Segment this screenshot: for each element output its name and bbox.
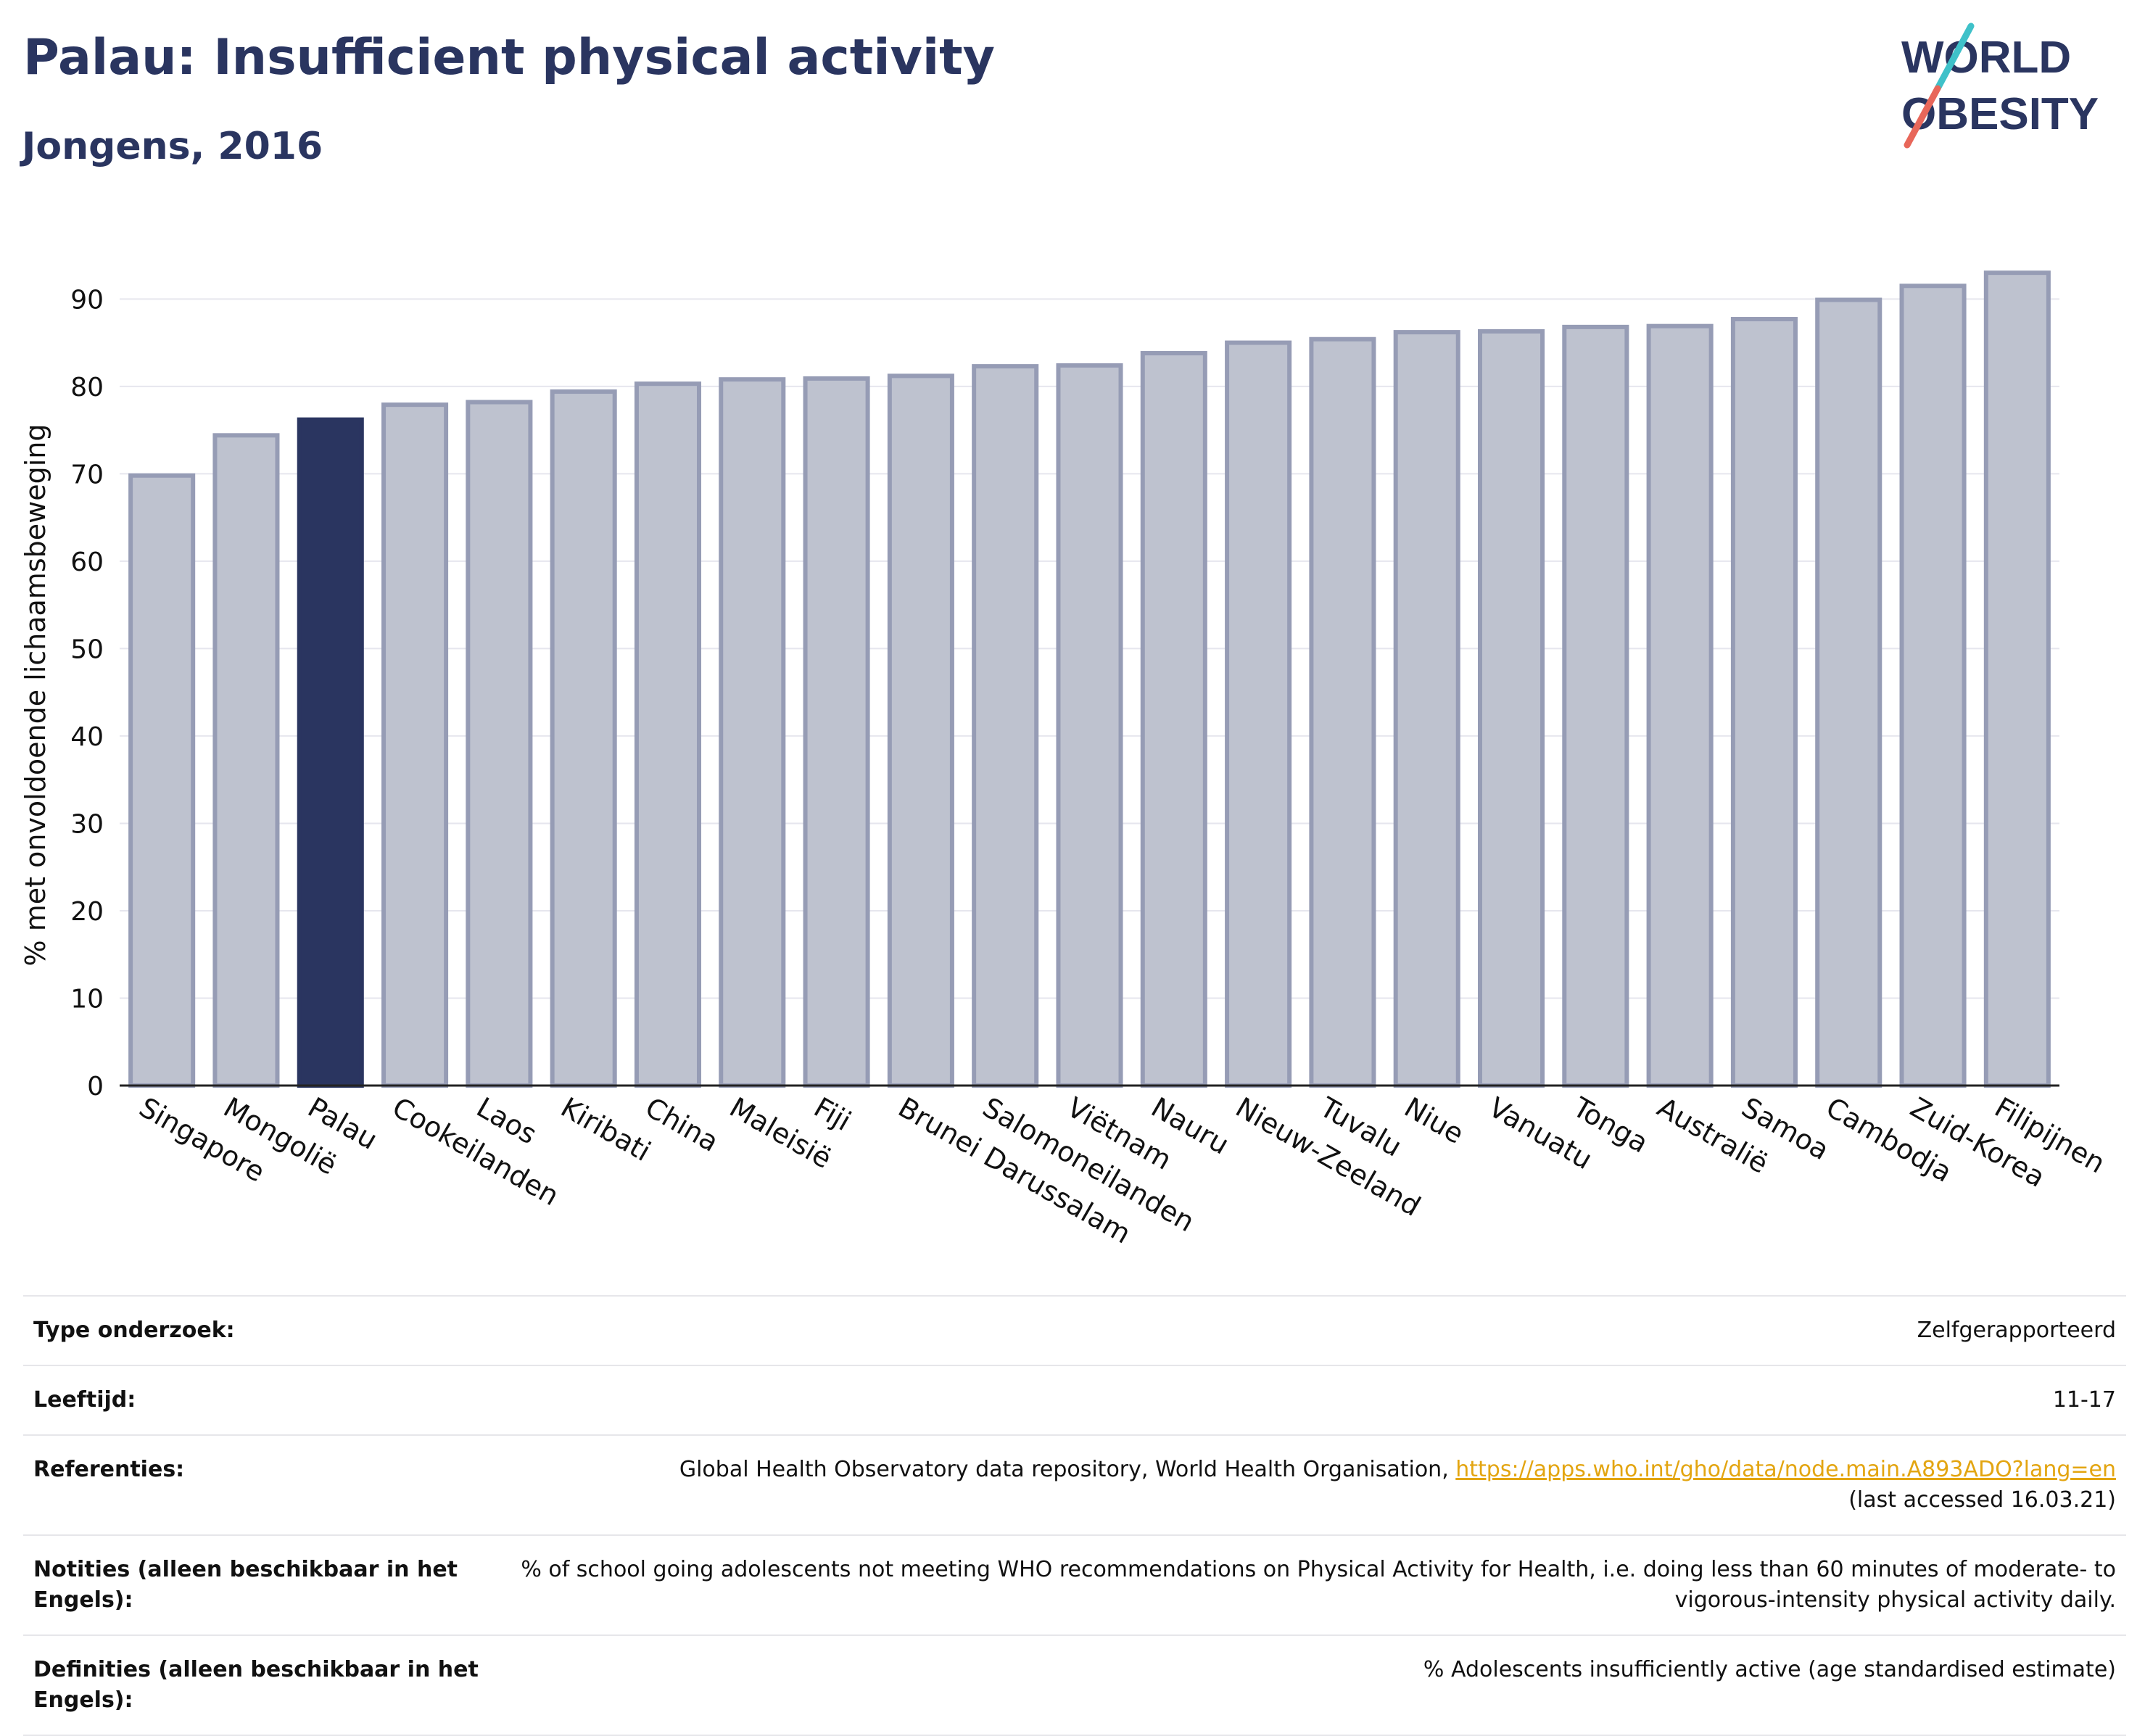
chart-subtitle: Jongens, 2016 — [22, 125, 323, 168]
bar-palau[interactable] — [297, 417, 364, 1088]
y-tick-label: 20 — [70, 897, 104, 927]
y-tick-label: 40 — [70, 722, 104, 752]
bars — [128, 270, 2051, 1088]
bar-laos[interactable] — [466, 400, 533, 1088]
bar-filipijnen[interactable] — [1983, 270, 2051, 1088]
info-table: Type onderzoek: Zelfgerapporteerd Leefti… — [23, 1295, 2126, 1736]
info-label: Definities (alleen beschikbaar in het En… — [23, 1634, 508, 1736]
info-label: Notities (alleen beschikbaar in het Enge… — [23, 1534, 508, 1636]
bar-salomoneilanden[interactable] — [972, 364, 1039, 1088]
reference-text: Global Health Observatory data repositor… — [679, 1457, 1456, 1482]
info-row-references: Referenties: Global Health Observatory d… — [23, 1434, 2126, 1536]
y-tick-label: 0 — [87, 1072, 104, 1101]
y-tick-label: 10 — [70, 984, 104, 1014]
bar-vi-tnam[interactable] — [1056, 363, 1123, 1088]
x-tick-label: Cookeilanden — [387, 1091, 565, 1212]
bar-nieuw-zeeland[interactable] — [1225, 340, 1292, 1088]
x-tick-label: Kiribati — [555, 1091, 656, 1167]
bar-australi-[interactable] — [1646, 323, 1714, 1088]
bar-samoa[interactable] — [1730, 317, 1798, 1088]
x-tick-label: Niue — [1399, 1091, 1469, 1150]
bar-brunei-darussalam[interactable] — [887, 373, 954, 1088]
bar-mongoli-[interactable] — [212, 433, 280, 1088]
bar-tonga[interactable] — [1562, 324, 1629, 1088]
bar-kiribati[interactable] — [550, 389, 617, 1088]
info-row-age: Leeftijd: 11-17 — [23, 1365, 2126, 1436]
reference-link[interactable]: https://apps.who.int/gho/data/node.main.… — [1455, 1457, 2116, 1482]
bar-fiji[interactable] — [803, 376, 870, 1088]
info-label: Type onderzoek: — [23, 1295, 508, 1366]
bar-cookeilanden[interactable] — [381, 402, 449, 1088]
bar-chart: 0 10 20 30 40 50 60 70 80 90 SingaporeMongoliëPal… — [20, 270, 2111, 1250]
bar-vanuatu[interactable] — [1477, 328, 1545, 1088]
info-label: Leeftijd: — [23, 1365, 508, 1436]
info-value: 11-17 — [508, 1365, 2126, 1436]
info-row-notes: Notities (alleen beschikbaar in het Enge… — [23, 1534, 2126, 1636]
x-tick-label: Fiji — [809, 1091, 856, 1137]
info-value: % Adolescents insufficiently active (age… — [508, 1634, 2126, 1736]
y-tick-label: 90 — [70, 285, 104, 315]
bar-nauru[interactable] — [1140, 351, 1207, 1088]
logo-slash-top — [1934, 22, 1975, 92]
info-label: Referenties: — [23, 1434, 508, 1536]
y-tick-label: 50 — [70, 635, 104, 664]
y-tick-label: 30 — [70, 809, 104, 839]
info-row-survey-type: Type onderzoek: Zelfgerapporteerd — [23, 1295, 2126, 1366]
info-row-definitions: Definities (alleen beschikbaar in het En… — [23, 1634, 2126, 1736]
chart-title: Palau: Insufficient physical activity — [23, 29, 995, 86]
logo-line-1: WORLD — [1901, 33, 2071, 83]
y-tick-label: 80 — [70, 373, 104, 402]
reference-access-date: (last accessed 16.03.21) — [1848, 1487, 2116, 1513]
x-tick-label: China — [640, 1091, 724, 1158]
bar-maleisi-[interactable] — [719, 377, 786, 1088]
y-tick-label: 70 — [70, 460, 104, 489]
info-value: Global Health Observatory data repositor… — [508, 1434, 2126, 1536]
bar-singapore[interactable] — [128, 473, 196, 1088]
info-value: Zelfgerapporteerd — [508, 1295, 2126, 1366]
world-obesity-logo: WORLD OBESITY — [1901, 22, 2099, 149]
info-value: % of school going adolescents not meetin… — [508, 1534, 2126, 1636]
bar-cambodja[interactable] — [1815, 297, 1882, 1088]
bar-tuvalu[interactable] — [1309, 336, 1376, 1088]
y-tick-label: 60 — [70, 547, 104, 577]
y-tick-labels: 0 10 20 30 40 50 60 70 80 90 — [70, 285, 104, 1101]
y-axis-label: % met onvoldoende lichaamsbeweging — [20, 424, 51, 967]
bar-zuid-korea[interactable] — [1899, 284, 1967, 1088]
bar-china[interactable] — [634, 381, 702, 1088]
bar-niue[interactable] — [1393, 330, 1460, 1088]
logo-slash-bottom — [1904, 85, 1941, 149]
